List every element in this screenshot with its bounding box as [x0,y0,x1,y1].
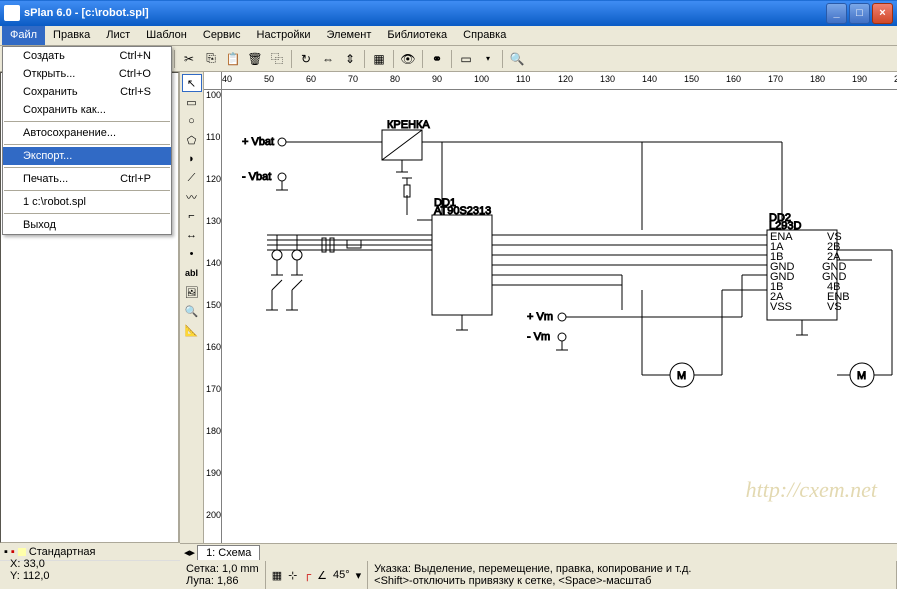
measure-tool[interactable]: 📐 [182,321,202,339]
app-icon [4,5,20,21]
bitmap-tool[interactable]: 🖼 [182,283,202,301]
layers-dd-icon[interactable]: ▾ [478,49,498,69]
layers-icon[interactable]: ▭ [456,49,476,69]
svg-text:VSS: VSS [770,301,792,313]
dup-icon[interactable]: ⿻ [267,49,287,69]
dimension-tool[interactable]: ↔ [182,226,202,244]
circle-tool[interactable]: ○ [182,112,202,130]
menubar: Файл Правка Лист Шаблон Сервис Настройки… [0,26,897,46]
grid-icon[interactable]: ▦ [272,569,282,582]
ortho-icon[interactable]: ┌ [303,569,311,581]
menu-item-[interactable]: СоздатьCtrl+N [3,47,171,65]
status-hint2: <Shift>-отключить привязку к сетке, <Spa… [374,575,890,587]
zoom-icon[interactable]: 🔍 [507,49,527,69]
bezier-tool[interactable]: 〰 [182,188,202,206]
svg-text:- Vm: - Vm [527,331,550,343]
menu-template[interactable]: Шаблон [138,26,195,45]
menu-file[interactable]: Файл [2,26,45,45]
copy-icon[interactable]: ⎘ [201,49,221,69]
rotate-icon[interactable]: ↻ [296,49,316,69]
watermark: http://cxem.net [746,477,877,503]
tab-sheet1[interactable]: 1: Схема [197,545,260,560]
zoom-tool[interactable]: 🔍 [182,302,202,320]
menu-settings[interactable]: Настройки [249,26,319,45]
binoculars-icon[interactable]: ⚭ [427,49,447,69]
menu-item-1crobotspl[interactable]: 1 c:\robot.spl [3,193,171,211]
status-zoom: Лупа: 1,86 [186,575,259,587]
svg-text:M: M [857,370,866,382]
menu-sheet[interactable]: Лист [98,26,138,45]
svg-text:AT90S2313: AT90S2313 [434,205,491,217]
svg-text:M: M [677,370,686,382]
menu-item-[interactable]: СохранитьCtrl+S [3,83,171,101]
menu-item-[interactable]: Автосохранение... [3,124,171,142]
schematic-drawing: КРЕНКА + Vbat - Vbat [222,90,897,540]
coord-y: Y: 112,0 [10,570,50,582]
close-button[interactable]: × [872,3,893,24]
ruler-horizontal: 4050607080901001101201301401501601701801… [204,72,897,90]
poly-tool[interactable]: ⬠ [182,131,202,149]
canvas[interactable]: КРЕНКА + Vbat - Vbat [222,90,897,543]
search-icon[interactable]: 👁 [398,49,418,69]
canvas-tools: ↖ ▭ ○ ⬠ ◗ ⟋ 〰 ⌐ ↔ • abI 🖼 🔍 📐 [180,72,204,543]
window-title: sPlan 6.0 - [c:\robot.spl] [24,7,826,19]
pointer-tool[interactable]: ↖ [182,74,202,92]
line-tool[interactable]: ⟋ [182,169,202,187]
file-menu-dropdown: СоздатьCtrl+NОткрыть...Ctrl+OСохранитьCt… [2,46,172,235]
menu-item-[interactable]: Экспорт... [3,147,171,165]
titlebar: sPlan 6.0 - [c:\robot.spl] _ □ × [0,0,897,26]
mirror-v-icon[interactable]: ⇕ [340,49,360,69]
menu-item-[interactable]: Печать...Ctrl+P [3,170,171,188]
node-tool[interactable]: • [182,245,202,263]
text-tool[interactable]: abI [182,264,202,282]
wire-tool[interactable]: ⌐ [182,207,202,225]
menu-library[interactable]: Библиотека [379,26,455,45]
status-hint1: Указка: Выделение, перемещение, правка, … [374,563,890,575]
delete-icon[interactable]: 🗑 [245,49,265,69]
angle-value: 45° [333,569,350,581]
menu-element[interactable]: Элемент [318,26,379,45]
mirror-h-icon[interactable]: ⇔ [318,49,338,69]
svg-text:+ Vbat: + Vbat [242,136,274,148]
coord-x: X: 33,0 [10,558,50,570]
status-grid: Сетка: 1,0 mm [186,563,259,575]
special-tool[interactable]: ◗ [182,150,202,168]
menu-help[interactable]: Справка [455,26,514,45]
menu-service[interactable]: Сервис [195,26,249,45]
minimize-button[interactable]: _ [826,3,847,24]
menu-item-[interactable]: Открыть...Ctrl+O [3,65,171,83]
svg-text:- Vbat: - Vbat [242,171,271,183]
snap-icon[interactable]: ⊹ [288,569,297,582]
svg-text:VS: VS [827,301,842,313]
menu-item-[interactable]: Выход [3,216,171,234]
ruler-vertical: 100110120130140150160170180190200 [204,90,222,543]
menu-edit[interactable]: Правка [45,26,98,45]
maximize-button[interactable]: □ [849,3,870,24]
paste-icon[interactable]: 📋 [223,49,243,69]
svg-text:КРЕНКА: КРЕНКА [387,119,430,131]
sheet-tabs: ◂▸ 1: Схема [180,543,897,561]
angle-icon[interactable]: ∠ [317,569,327,582]
svg-text:+ Vm: + Vm [527,311,553,323]
rect-tool[interactable]: ▭ [182,93,202,111]
menu-item-[interactable]: Сохранить как... [3,101,171,119]
cut-icon[interactable]: ✂ [179,49,199,69]
align-icon[interactable]: ▦ [369,49,389,69]
